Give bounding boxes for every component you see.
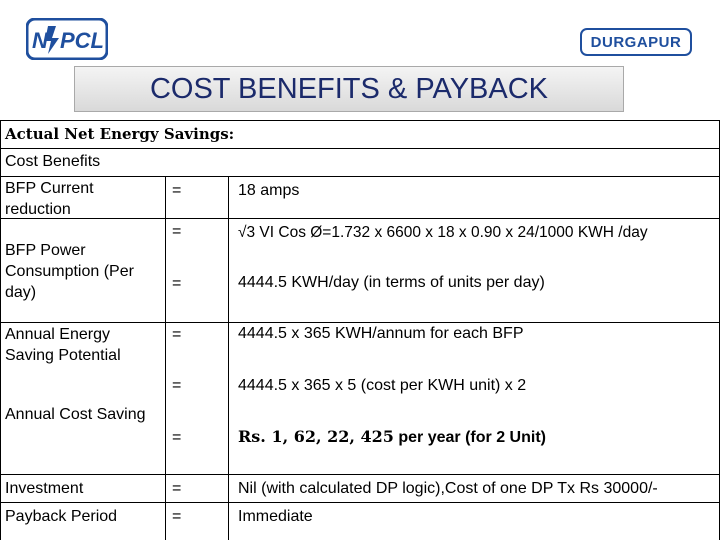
row-equals: = bbox=[172, 508, 182, 525]
row-value-annual-energy: 4444.5 x 365 KWH/annum for each BFP bbox=[238, 325, 524, 342]
svg-text:N: N bbox=[32, 28, 49, 53]
row-equals: = bbox=[172, 223, 182, 240]
svg-text:PCL: PCL bbox=[60, 28, 104, 53]
row-equals: = bbox=[172, 377, 182, 394]
row-value-current-reduction: 18 amps bbox=[238, 182, 300, 199]
cost-amount-figure: Rs. 1, 62, 22, 425 bbox=[238, 427, 394, 446]
durgapur-badge: DURGAPUR bbox=[580, 28, 692, 56]
row-equals: = bbox=[172, 182, 182, 199]
row-value-cost-amount: Rs. 1, 62, 22, 425 per year (for 2 Unit) bbox=[238, 426, 546, 448]
row-value-payback: Immediate bbox=[238, 508, 313, 525]
row-equals: = bbox=[172, 429, 182, 446]
row-equals: = bbox=[172, 326, 182, 343]
cost-amount-unit: per year (for 2 Unit) bbox=[393, 429, 546, 446]
row-label-payback: Payback Period bbox=[5, 508, 118, 525]
row-label-annual-energy: Annual Energy Saving Potential bbox=[5, 326, 121, 364]
row-value-investment: Nil (with calculated DP logic),Cost of o… bbox=[238, 480, 658, 497]
row-label-annual-cost: Annual Cost Saving bbox=[5, 406, 146, 423]
subheading-cost-benefits: Cost Benefits bbox=[5, 153, 101, 170]
row-label-current-reduction: BFP Current reduction bbox=[5, 180, 94, 218]
row-label-power-consumption: BFP Power Consumption (Per day) bbox=[5, 242, 134, 301]
page-title: COST BENEFITS & PAYBACK bbox=[74, 66, 624, 112]
ntpc-logo: N PCL bbox=[25, 17, 109, 61]
row-label-investment: Investment bbox=[5, 480, 84, 497]
section-label: Actual Net Energy Savings: bbox=[5, 125, 235, 143]
row-equals: = bbox=[172, 275, 182, 292]
row-value-power-formula: √3 VI Cos Ø=1.732 x 6600 x 18 x 0.90 x 2… bbox=[238, 224, 648, 241]
row-equals: = bbox=[172, 480, 182, 497]
row-value-cost-formula: 4444.5 x 365 x 5 (cost per KWH unit) x 2 bbox=[238, 377, 527, 394]
row-value-power-daily: 4444.5 KWH/day (in terms of units per da… bbox=[238, 274, 545, 291]
